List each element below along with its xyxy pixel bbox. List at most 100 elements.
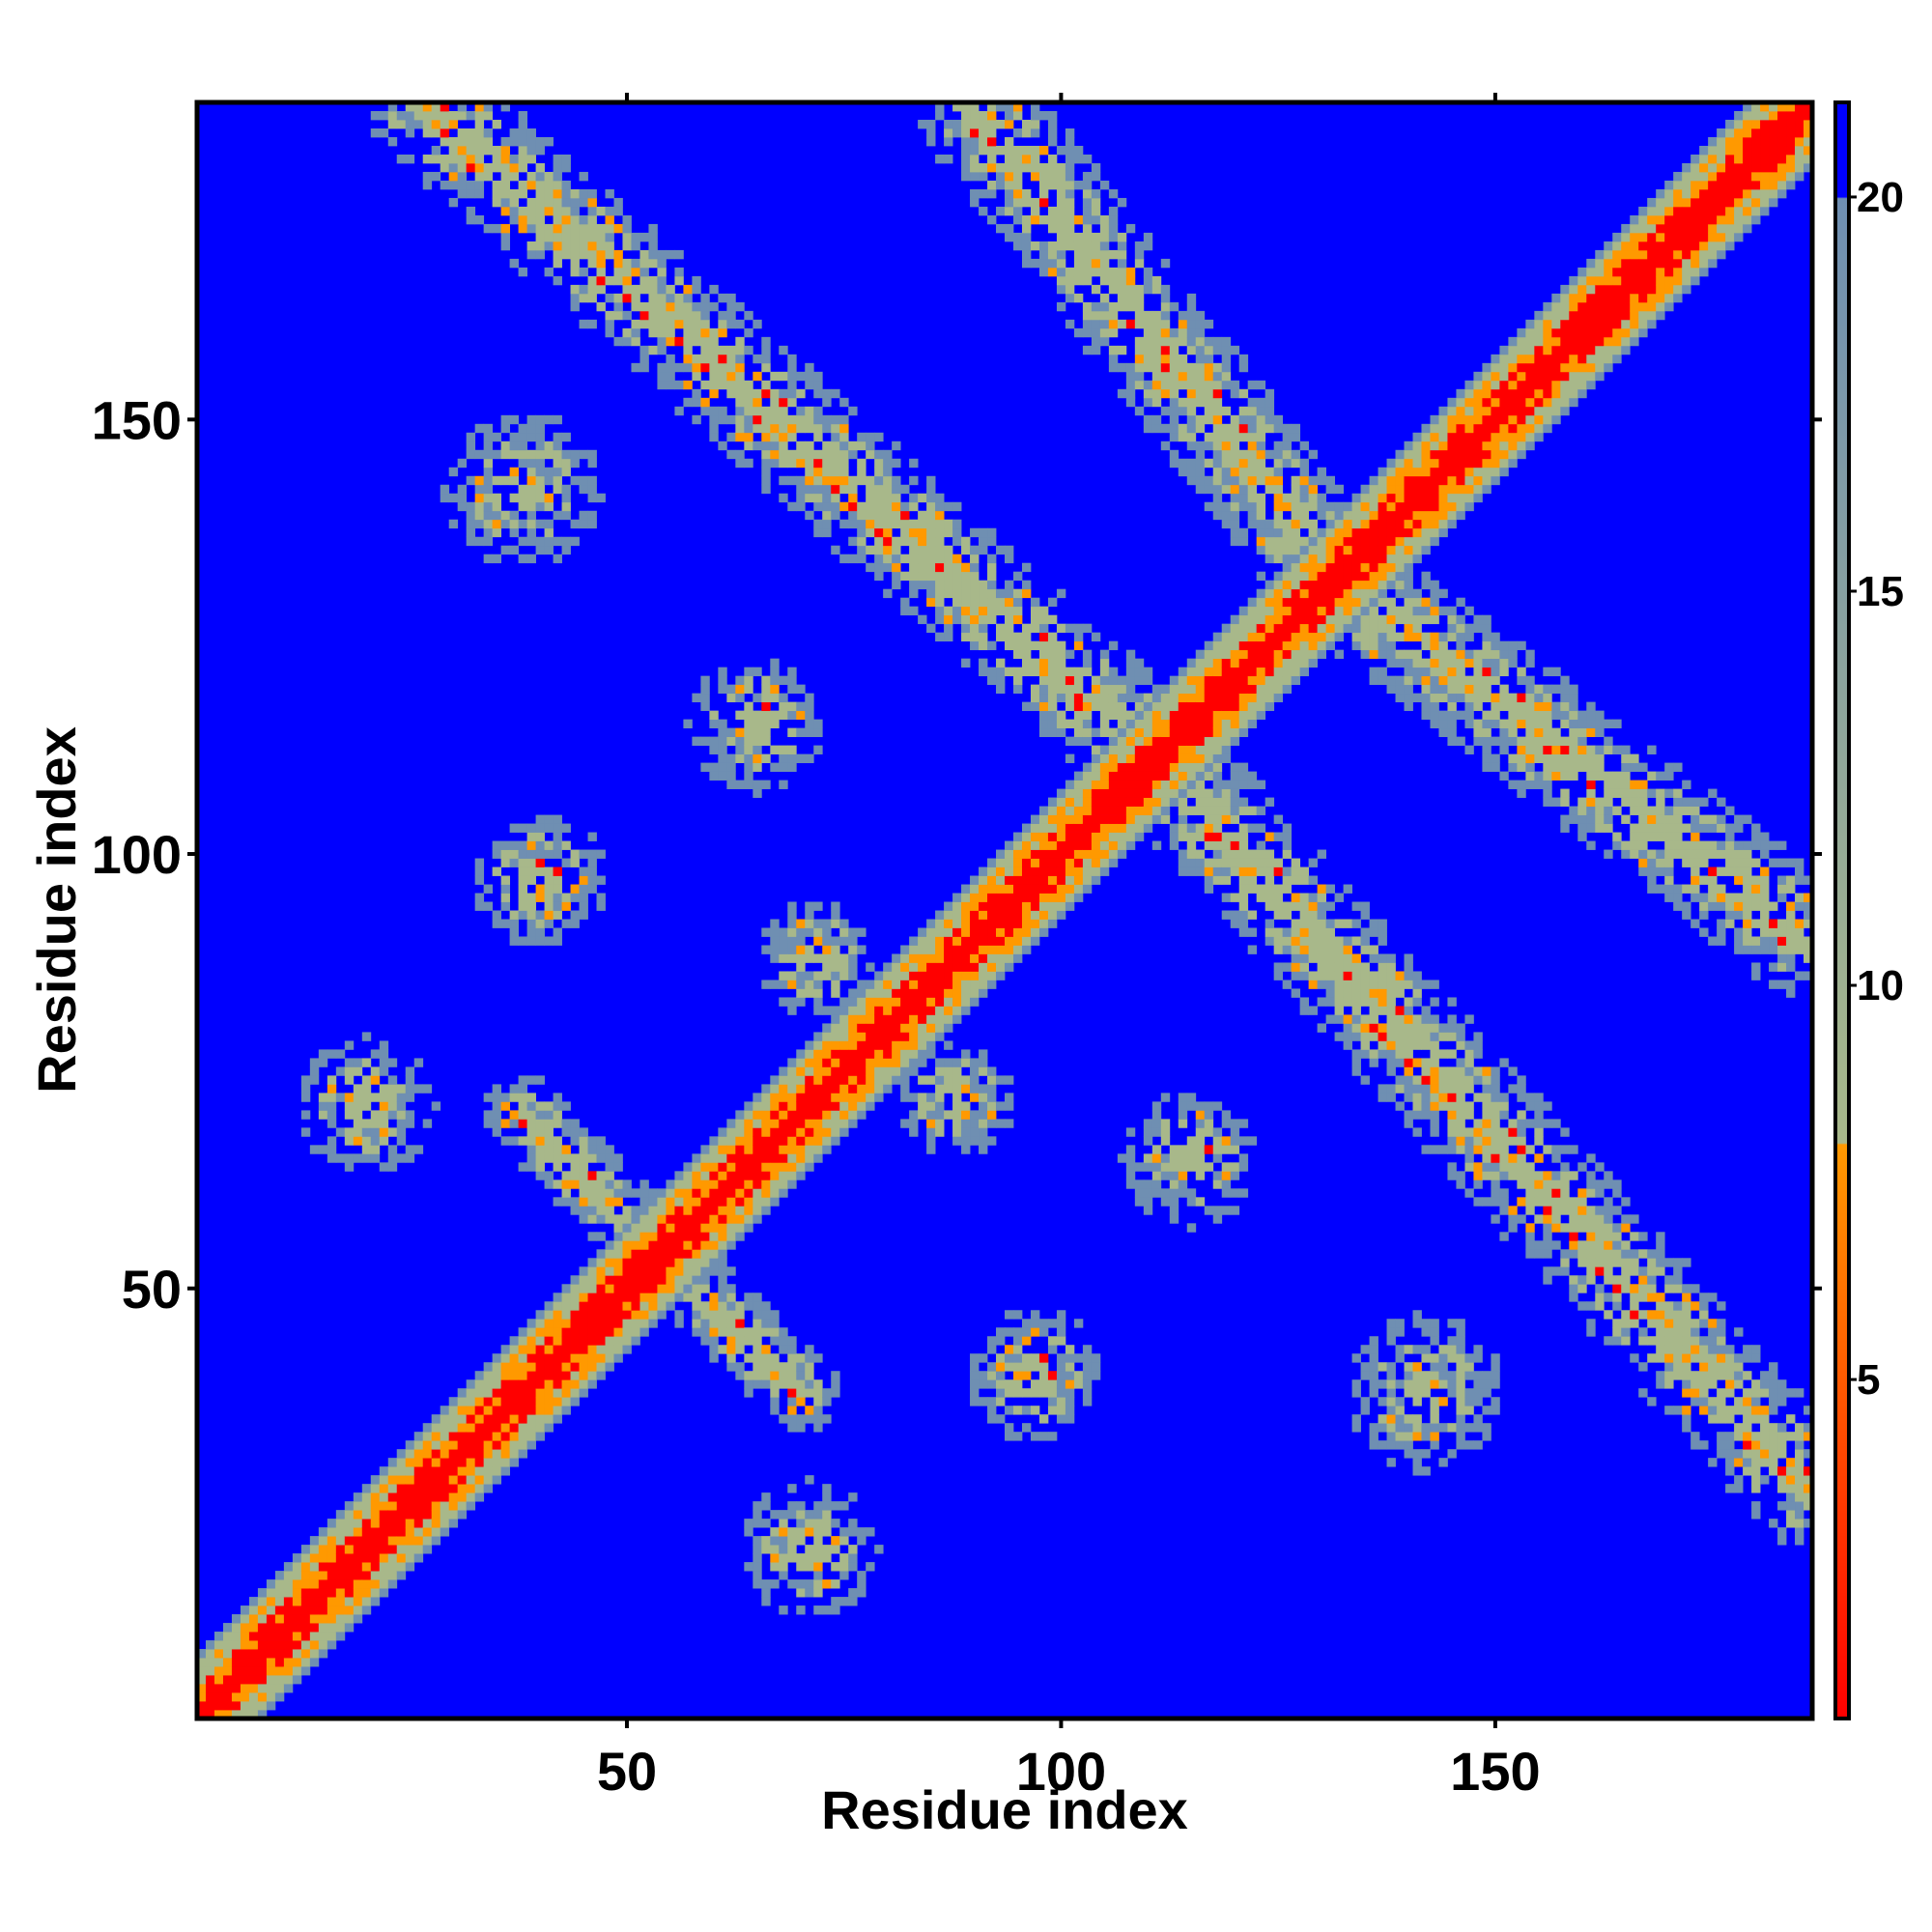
heatmap-cell [761, 710, 771, 721]
heatmap-cell [1108, 814, 1119, 824]
heatmap-cell [657, 380, 667, 390]
heatmap-cell [805, 440, 814, 451]
heatmap-cell [735, 354, 745, 364]
heatmap-cell [770, 1397, 780, 1406]
heatmap-cell [387, 1110, 398, 1120]
heatmap-cell [587, 1145, 597, 1154]
heatmap-cell [622, 284, 632, 295]
heatmap-cell [544, 1101, 554, 1111]
heatmap-cell [666, 1275, 675, 1285]
heatmap-cell [1056, 249, 1066, 260]
heatmap-cell [474, 128, 485, 138]
heatmap-cell [770, 1093, 780, 1102]
heatmap-cell [674, 1240, 684, 1250]
heatmap-cell [796, 501, 806, 512]
heatmap-cell [831, 1075, 840, 1085]
heatmap-cell [805, 423, 814, 434]
heatmap-cell [753, 1371, 762, 1380]
heatmap-cell [779, 423, 788, 434]
heatmap-cell [553, 1388, 562, 1398]
heatmap-cell [387, 1571, 398, 1580]
heatmap-cell [483, 171, 494, 182]
heatmap-cell [335, 1623, 346, 1633]
heatmap-cell [1030, 214, 1040, 225]
heatmap-cell [257, 1684, 268, 1693]
heatmap-cell [1273, 693, 1284, 703]
heatmap-cell [726, 362, 736, 373]
heatmap-cell [944, 936, 953, 946]
heatmap-cell [1117, 241, 1127, 251]
heatmap-cell [1264, 658, 1275, 668]
heatmap-cell [657, 336, 667, 347]
heatmap-cell [431, 1458, 441, 1467]
heatmap-cell [1082, 693, 1093, 703]
heatmap-cell [639, 1293, 649, 1302]
heatmap-cell [1195, 414, 1206, 425]
heatmap-cell [379, 1466, 389, 1476]
heatmap-cell [361, 1519, 372, 1528]
heatmap-cell [866, 1562, 875, 1572]
heatmap-cell [1151, 788, 1162, 798]
heatmap-cell [1221, 797, 1232, 807]
heatmap-cell [1256, 397, 1266, 408]
heatmap-cell [509, 519, 519, 529]
heatmap-cell [257, 1675, 268, 1685]
heatmap-cell [535, 1310, 545, 1320]
heatmap-cell [631, 1223, 640, 1233]
heatmap-cell [848, 1093, 858, 1102]
heatmap-cell [1212, 684, 1223, 695]
heatmap-cell [613, 1240, 623, 1250]
heatmap-cell [657, 1197, 667, 1207]
heatmap-cell [935, 493, 945, 503]
heatmap-cell [327, 1101, 337, 1111]
heatmap-cell [1178, 336, 1188, 347]
heatmap-cell [1212, 440, 1223, 451]
heatmap-cell [839, 1023, 849, 1033]
heatmap-cell [526, 249, 536, 260]
heatmap-cell [700, 362, 710, 373]
heatmap-cell [866, 432, 875, 442]
heatmap-cell [474, 1458, 485, 1467]
heatmap-cell [1005, 197, 1014, 208]
heatmap-cell [996, 675, 1006, 686]
heatmap-cell [1160, 258, 1171, 269]
heatmap-cell [892, 458, 901, 469]
heatmap-cell [831, 1110, 840, 1120]
heatmap-cell [1056, 667, 1066, 677]
heatmap-cell [605, 1319, 614, 1328]
heatmap-cell [1065, 267, 1075, 277]
heatmap-cell [813, 1397, 823, 1406]
heatmap-cell [353, 1571, 363, 1580]
heatmap-cell [709, 1171, 719, 1180]
heatmap-cell [1056, 162, 1066, 173]
heatmap-cell [1099, 267, 1110, 277]
heatmap-cell [1143, 232, 1153, 242]
heatmap-cell [1169, 397, 1179, 408]
heatmap-cell [448, 1458, 459, 1467]
heatmap-cell [570, 249, 580, 260]
heatmap-cell [848, 519, 858, 529]
heatmap-cell [1108, 301, 1119, 312]
heatmap-cell [300, 1632, 311, 1641]
heatmap-cell [744, 745, 753, 754]
heatmap-cell [387, 1162, 398, 1172]
heatmap-cell [405, 1545, 415, 1554]
heatmap-cell [335, 1519, 346, 1528]
heatmap-cell [240, 1632, 250, 1641]
heatmap-cell [344, 1588, 355, 1598]
heatmap-cell [1012, 110, 1023, 121]
heatmap-cell [935, 980, 945, 989]
heatmap-cell [700, 336, 710, 347]
heatmap-cell [926, 1101, 936, 1111]
heatmap-cell [770, 414, 780, 425]
heatmap-cell [300, 1545, 311, 1554]
heatmap-cell [674, 293, 684, 303]
heatmap-cell [839, 1006, 849, 1015]
heatmap-cell [370, 1553, 381, 1563]
heatmap-cell [1143, 1119, 1153, 1128]
heatmap-cell [874, 1075, 884, 1085]
heatmap-cell [518, 1136, 527, 1146]
heatmap-cell [900, 1049, 910, 1059]
heatmap-cell [813, 484, 823, 495]
heatmap-cell [587, 1327, 597, 1337]
